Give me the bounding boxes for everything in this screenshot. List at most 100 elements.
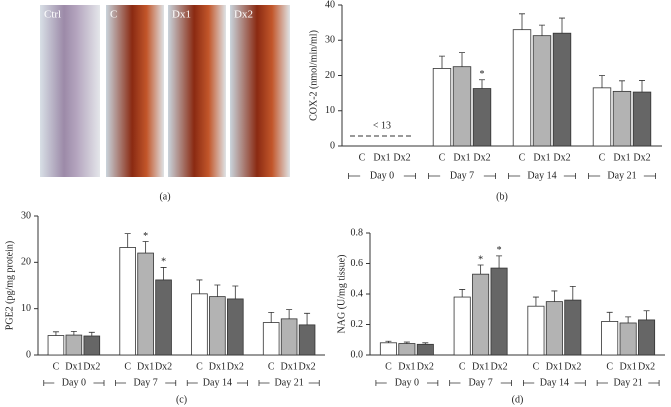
group-label: Day 0 (395, 377, 419, 388)
day-bracket (258, 380, 320, 386)
error-bar (403, 341, 410, 344)
photo-label: Ctrl (44, 9, 61, 21)
bar (453, 296, 471, 356)
error-bar (232, 285, 239, 299)
group-label: Day 14 (540, 377, 569, 388)
bar (191, 293, 208, 356)
y-tick-label: 0 (330, 140, 335, 151)
y-axis-title: PGE2 (pg/mg protein) (4, 241, 15, 330)
error-bar (286, 309, 293, 319)
category-label: Dx1 (472, 361, 489, 372)
note: < 13 (373, 120, 391, 131)
bar (601, 321, 619, 356)
bar (137, 252, 154, 356)
photo-label: Dx1 (172, 9, 191, 21)
error-bar (439, 55, 445, 69)
category-label: C (599, 152, 606, 163)
significance: * (478, 254, 483, 265)
bar (552, 32, 572, 147)
bar (592, 87, 612, 147)
bar (545, 301, 563, 356)
category-label: Dx2 (417, 361, 434, 372)
y-tick-label: 30 (325, 35, 335, 46)
error-bar (532, 296, 539, 307)
y-tick-label: 0.6 (351, 258, 364, 269)
error-bar (214, 284, 221, 297)
category-label: Dx1 (398, 361, 415, 372)
category-label: Dx1 (546, 361, 563, 372)
bar (119, 247, 136, 356)
y-tick-label: 20 (325, 70, 335, 81)
y-tick-label: 0.0 (351, 349, 364, 360)
group-label: Day 0 (370, 170, 394, 181)
y-tick-label: 10 (21, 303, 31, 314)
error-bar (559, 17, 565, 34)
y-axis-title: COX-2 (nmol/min/ml) (308, 30, 319, 121)
photo-label: Dx2 (234, 9, 253, 21)
category-label: Dx1 (453, 152, 470, 163)
photo (40, 5, 100, 177)
error-bar (142, 241, 149, 254)
bar (155, 279, 172, 356)
caption: (b) (496, 191, 508, 202)
error-bar (619, 80, 625, 92)
day-bracket (588, 173, 656, 179)
group-label: Day 21 (607, 170, 636, 181)
significance: * (480, 69, 485, 80)
category-label: Dx2 (227, 361, 244, 372)
error-bar (606, 311, 613, 322)
error-bar (422, 342, 429, 345)
category-label: Dx1 (209, 361, 226, 372)
category-label: Dx1 (137, 361, 154, 372)
category-label: Dx2 (553, 152, 570, 163)
photo (230, 5, 290, 177)
photo-label: C (110, 9, 117, 21)
error-bar (459, 52, 465, 67)
error-bar (196, 279, 203, 294)
error-bar (599, 75, 605, 88)
error-bar (70, 330, 77, 336)
bar (612, 90, 632, 147)
group-label: Day 21 (614, 377, 643, 388)
day-bracket (523, 380, 586, 386)
bar (632, 91, 652, 147)
day-bracket (115, 380, 177, 386)
category-label: Dx2 (83, 361, 100, 372)
error-bar (124, 233, 131, 248)
category-label: C (268, 361, 275, 372)
error-bar (519, 13, 525, 30)
error-bar (459, 289, 466, 298)
error-bar (88, 331, 95, 337)
category-label: Dx1 (373, 152, 390, 163)
y-tick-label: 0 (26, 349, 31, 360)
category-label: Dx2 (564, 361, 581, 372)
category-label: Dx2 (393, 152, 410, 163)
bar (564, 299, 582, 356)
error-bar (479, 79, 485, 89)
day-bracket (375, 380, 439, 386)
panel-a: Ctrl C Dx1 Dx2 (a) (40, 5, 290, 202)
category-label: Dx1 (613, 152, 630, 163)
error-bar (569, 285, 576, 301)
bar (416, 343, 434, 356)
bar (262, 322, 280, 356)
significance: * (143, 231, 148, 242)
bar (452, 66, 472, 147)
category-label: C (439, 152, 446, 163)
category-label: C (359, 152, 366, 163)
category-label: C (124, 361, 131, 372)
group-label: Day 7 (450, 170, 474, 181)
bar (47, 335, 65, 356)
day-bracket (449, 380, 512, 386)
category-label: C (196, 361, 203, 372)
category-label: C (53, 361, 60, 372)
error-bar (643, 310, 650, 320)
significance: * (497, 245, 502, 256)
y-tick-label: 10 (325, 105, 335, 116)
caption: (c) (176, 394, 187, 405)
bar (472, 88, 492, 147)
bar (638, 319, 656, 356)
error-bar (268, 311, 275, 323)
category-label: C (459, 361, 466, 372)
